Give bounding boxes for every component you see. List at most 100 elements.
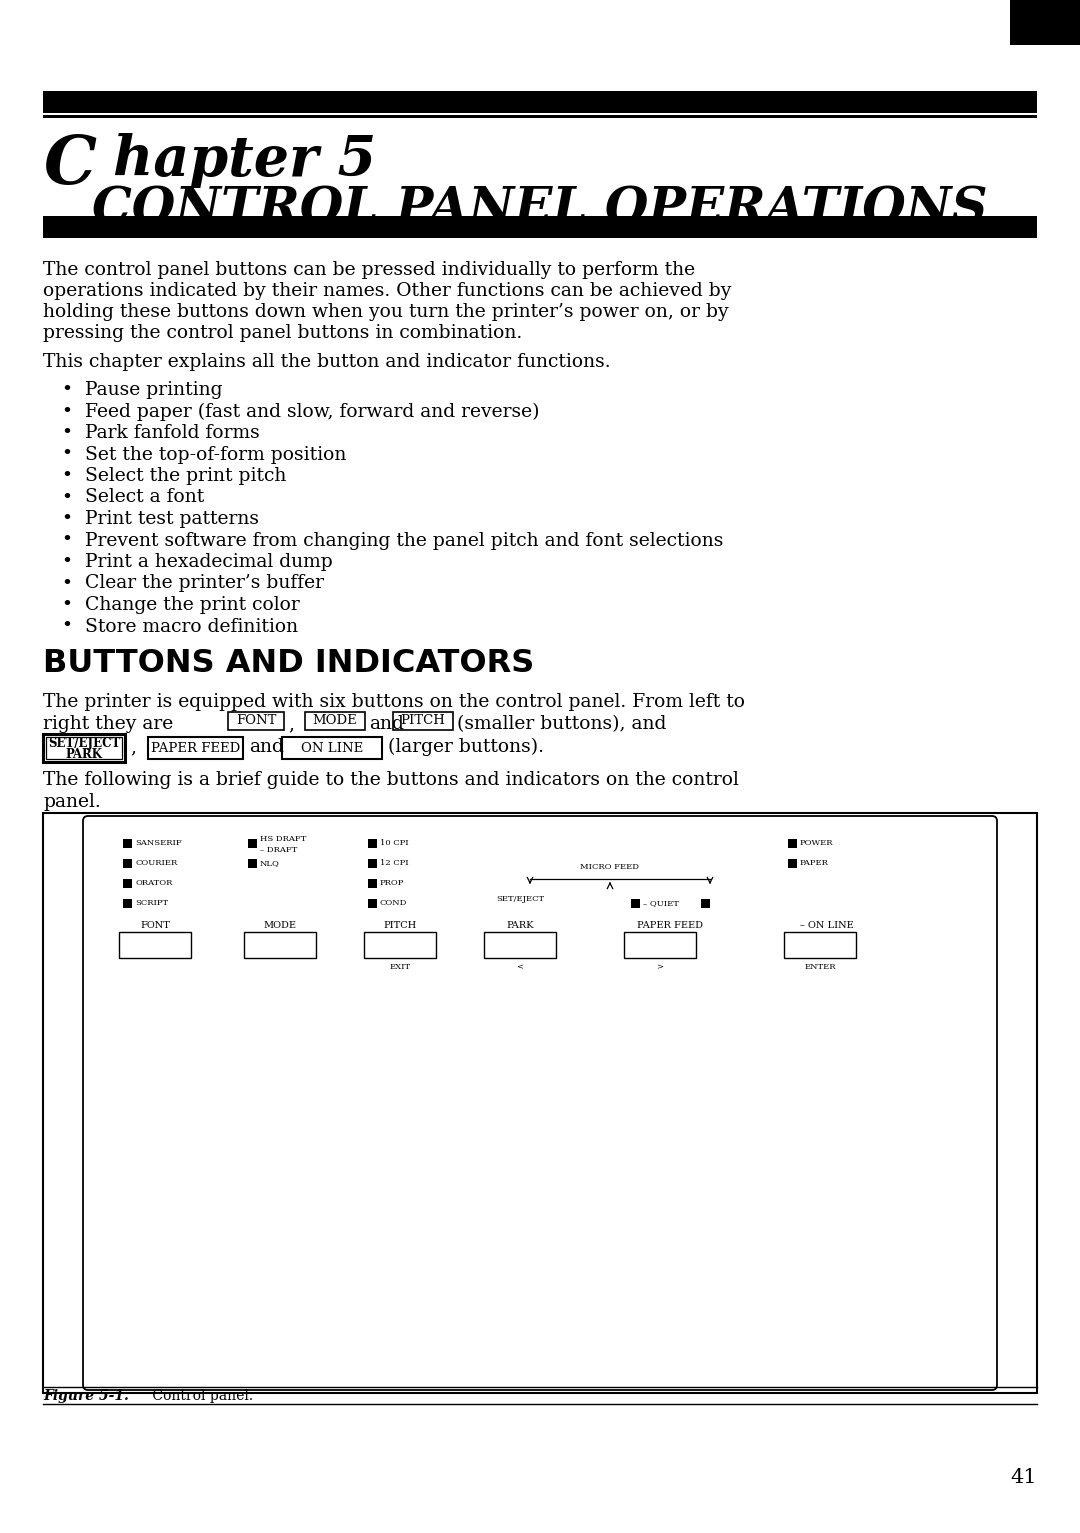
Bar (244, 932, 316, 958)
Text: ON LINE: ON LINE (301, 742, 363, 754)
Text: PARK: PARK (507, 921, 534, 931)
Text: NLQ: NLQ (260, 858, 280, 868)
Bar (484, 932, 556, 958)
Text: •: • (60, 596, 72, 615)
Bar (787, 858, 797, 868)
Text: SANSERIF: SANSERIF (135, 839, 181, 848)
Text: 41: 41 (1011, 1469, 1037, 1487)
Bar (364, 932, 436, 958)
Text: SET/EJECT: SET/EJECT (48, 737, 120, 751)
Text: hapter 5: hapter 5 (113, 133, 376, 189)
Bar (122, 878, 132, 888)
Text: SET/EJECT: SET/EJECT (496, 895, 544, 903)
Text: FONT: FONT (140, 921, 170, 931)
Text: ORATOR: ORATOR (135, 878, 173, 888)
Bar (228, 711, 284, 730)
Bar (122, 839, 132, 848)
Text: (smaller buttons), and: (smaller buttons), and (457, 714, 666, 733)
Text: The printer is equipped with six buttons on the control panel. From left to: The printer is equipped with six buttons… (43, 693, 745, 711)
Text: COURIER: COURIER (135, 858, 177, 868)
Text: PROP: PROP (380, 878, 404, 888)
Text: Figure 5-1.: Figure 5-1. (43, 1389, 129, 1403)
Text: PAPER: PAPER (800, 858, 828, 868)
Text: COND: COND (380, 898, 407, 908)
Text: <: < (516, 963, 524, 970)
Text: right they are: right they are (43, 714, 173, 733)
Text: Store macro definition: Store macro definition (85, 618, 298, 636)
Text: PARK: PARK (66, 748, 103, 760)
Bar (367, 878, 377, 888)
Text: and: and (369, 714, 404, 733)
Text: 12 CPI: 12 CPI (380, 858, 408, 868)
Text: ,: , (288, 714, 294, 733)
Bar (43, 812, 1037, 1393)
Text: (larger buttons).: (larger buttons). (388, 737, 544, 756)
Text: The following is a brief guide to the buttons and indicators on the control: The following is a brief guide to the bu… (43, 771, 739, 789)
Text: PITCH: PITCH (383, 921, 417, 931)
Bar (247, 858, 257, 868)
Text: – QUIET: – QUIET (643, 898, 679, 908)
Text: •: • (60, 510, 72, 527)
Text: and: and (249, 737, 284, 756)
Text: EXIT: EXIT (390, 963, 410, 970)
Bar (367, 898, 377, 908)
Bar (631, 898, 639, 908)
Bar (46, 737, 122, 759)
Text: MICRO FEED: MICRO FEED (581, 863, 639, 871)
Text: PITCH: PITCH (401, 714, 445, 728)
Text: Park fanfold forms: Park fanfold forms (85, 425, 260, 442)
Text: •: • (60, 532, 72, 549)
Bar (305, 711, 365, 730)
Text: FONT: FONT (235, 714, 276, 728)
Text: Print a hexadecimal dump: Print a hexadecimal dump (85, 553, 333, 570)
Text: operations indicated by their names. Other functions can be achieved by: operations indicated by their names. Oth… (43, 282, 731, 300)
Bar (122, 858, 132, 868)
Text: •: • (60, 446, 72, 463)
Text: panel.: panel. (43, 793, 100, 811)
Text: holding these buttons down when you turn the printer’s power on, or by: holding these buttons down when you turn… (43, 304, 729, 320)
Text: •: • (60, 425, 72, 442)
Text: MODE: MODE (264, 921, 297, 931)
Text: Pause printing: Pause printing (85, 382, 222, 399)
Text: •: • (60, 382, 72, 399)
Text: This chapter explains all the button and indicator functions.: This chapter explains all the button and… (43, 353, 610, 371)
Text: >: > (657, 963, 663, 970)
Text: Clear the printer’s buffer: Clear the printer’s buffer (85, 575, 324, 592)
Text: ,: , (130, 737, 136, 756)
Text: Change the print color: Change the print color (85, 596, 300, 615)
Text: Print test patterns: Print test patterns (85, 510, 259, 527)
Bar (43, 115, 1037, 118)
Text: pressing the control panel buttons in combination.: pressing the control panel buttons in co… (43, 323, 523, 342)
Text: CONTROL PANEL OPERATIONS: CONTROL PANEL OPERATIONS (92, 185, 988, 235)
Bar (43, 734, 125, 762)
Text: Select a font: Select a font (85, 489, 204, 506)
Text: Set the top-of-form position: Set the top-of-form position (85, 446, 347, 463)
Bar (701, 898, 710, 908)
Text: Feed paper (fast and slow, forward and reverse): Feed paper (fast and slow, forward and r… (85, 403, 540, 420)
Bar (122, 898, 132, 908)
Bar (787, 839, 797, 848)
Text: – ON LINE: – ON LINE (800, 921, 854, 931)
Text: MODE: MODE (312, 714, 357, 728)
Text: SCRIPT: SCRIPT (135, 898, 168, 908)
Bar (119, 932, 191, 958)
Bar (367, 858, 377, 868)
Bar (624, 932, 696, 958)
Text: 10 CPI: 10 CPI (380, 839, 408, 848)
Text: •: • (60, 468, 72, 484)
Bar (43, 90, 1037, 113)
Text: •: • (60, 618, 72, 636)
Text: •: • (60, 489, 72, 506)
Text: Select the print pitch: Select the print pitch (85, 468, 286, 484)
Text: ENTER: ENTER (805, 963, 836, 970)
Text: BUTTONS AND INDICATORS: BUTTONS AND INDICATORS (43, 648, 535, 679)
Text: •: • (60, 575, 72, 592)
Text: Prevent software from changing the panel pitch and font selections: Prevent software from changing the panel… (85, 532, 724, 549)
Bar (43, 216, 1037, 238)
Text: PAPER FEED: PAPER FEED (151, 742, 240, 754)
Bar (247, 839, 257, 848)
Bar (1010, 0, 1080, 44)
FancyBboxPatch shape (83, 816, 997, 1390)
Bar (784, 932, 856, 958)
Text: C: C (43, 133, 96, 198)
